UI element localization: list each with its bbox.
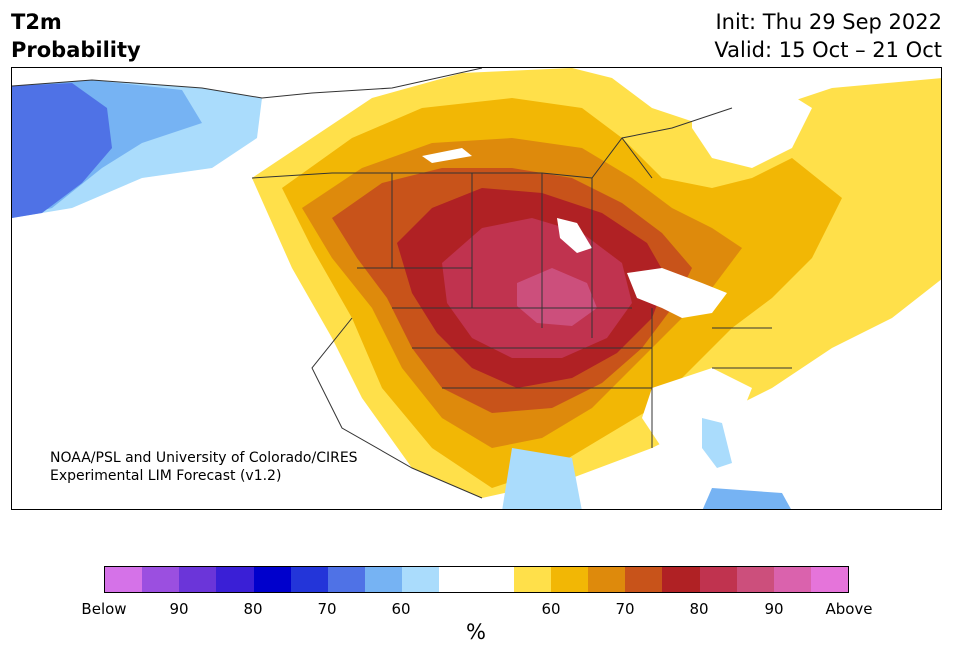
colorbar-swatch <box>810 567 849 592</box>
title-line-1: T2m <box>11 10 62 34</box>
forecast-map: NOAA/PSL and University of Colorado/CIRE… <box>11 67 942 510</box>
colorbar-swatch <box>550 567 589 592</box>
colorbar-swatch <box>365 567 403 592</box>
lake-small-1 <box>422 148 472 163</box>
colorbar-tick-label: 70 <box>615 600 635 618</box>
forecast-dates: Init: Thu 29 Sep 2022 Valid: 15 Oct – 21… <box>714 8 942 64</box>
colorbar-tick-label: 90 <box>764 600 784 618</box>
valid-period: Valid: 15 Oct – 21 Oct <box>714 38 942 62</box>
colorbar-unit: % <box>466 620 486 644</box>
warm-pink <box>517 268 597 326</box>
colorbar-tick-label: Below <box>81 600 127 618</box>
colorbar-tick-label: 90 <box>169 600 189 618</box>
colorbar-tick-label: 70 <box>317 600 337 618</box>
colorbar-swatch <box>142 567 180 592</box>
colorbar-tick-label: 80 <box>243 600 263 618</box>
credit-line-2: Experimental LIM Forecast (v1.2) <box>50 468 282 484</box>
chart-title: T2m Probability <box>11 8 141 64</box>
colorbar-tick-label: 60 <box>541 600 561 618</box>
colorbar-swatch <box>253 567 291 592</box>
colorbar-swatch <box>476 567 514 592</box>
colorbar-tick-label: 60 <box>391 600 411 618</box>
border-lines <box>12 68 792 499</box>
credit-line-1: NOAA/PSL and University of Colorado/CIRE… <box>50 450 358 466</box>
colorbar-swatch <box>327 567 366 592</box>
colorbar-swatch <box>179 567 217 592</box>
colorbar-swatch <box>736 567 774 592</box>
colorbar-swatch <box>699 567 737 592</box>
init-date: Init: Thu 29 Sep 2022 <box>715 10 942 34</box>
colorbar-swatch <box>290 567 328 592</box>
colorbar-tick-label: 80 <box>689 600 709 618</box>
florida-light-blue <box>702 418 732 468</box>
lake-hudson-area <box>692 83 812 168</box>
colorbar-swatch <box>513 567 551 592</box>
colorbar-tick-label: Above <box>825 600 873 618</box>
alaska-dark-blue <box>12 83 112 218</box>
mexico-light-blue <box>502 448 582 509</box>
title-line-2: Probability <box>11 38 141 62</box>
colorbar-swatch <box>588 567 626 592</box>
colorbar <box>104 566 849 593</box>
great-lakes <box>627 268 727 318</box>
colorbar-swatch <box>402 567 440 592</box>
colorbar-swatch <box>105 567 143 592</box>
colorbar-swatch <box>625 567 663 592</box>
map-canvas <box>12 68 941 509</box>
colorbar-swatch <box>662 567 700 592</box>
colorbar-swatch <box>773 567 811 592</box>
colorbar-swatch <box>216 567 254 592</box>
colorbar-swatch <box>439 567 477 592</box>
credit-text: NOAA/PSL and University of Colorado/CIRE… <box>50 449 358 485</box>
lake-small-2 <box>557 218 592 253</box>
caribbean-blue <box>702 488 791 509</box>
